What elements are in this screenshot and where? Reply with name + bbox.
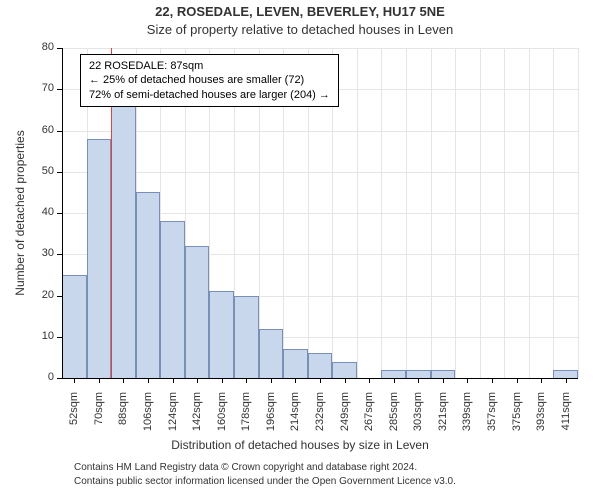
bar [381, 370, 406, 378]
x-tick-label: 339sqm [461, 392, 473, 442]
annotation-line: 72% of semi-detached houses are larger (… [89, 88, 330, 102]
gridline-vertical [431, 48, 432, 378]
x-tick-label: 411sqm [560, 392, 572, 442]
y-tick-label: 40 [24, 206, 54, 218]
x-tick-label: 232sqm [314, 392, 326, 442]
gridline-vertical [381, 48, 382, 378]
y-tick-label: 10 [24, 330, 54, 342]
gridline-vertical [529, 48, 530, 378]
x-axis-line [62, 378, 578, 379]
x-tick-label: 267sqm [363, 392, 375, 442]
x-tick-label: 375sqm [511, 392, 523, 442]
chart-title: 22, ROSEDALE, LEVEN, BEVERLEY, HU17 5NE [0, 4, 600, 19]
footer-line2: Contains public sector information licen… [74, 476, 456, 487]
x-tick-label: 142sqm [191, 392, 203, 442]
gridline-vertical [553, 48, 554, 378]
x-tick-label: 160sqm [216, 392, 228, 442]
bar [62, 275, 87, 378]
gridline-horizontal [62, 131, 578, 132]
y-tick-label: 0 [24, 371, 54, 383]
bar [185, 246, 210, 378]
y-tick-label: 50 [24, 165, 54, 177]
annotation-box: 22 ROSEDALE: 87sqm← 25% of detached hous… [80, 54, 339, 107]
x-tick-label: 285sqm [388, 392, 400, 442]
x-tick-label: 88sqm [117, 392, 129, 442]
gridline-vertical [504, 48, 505, 378]
x-tick-label: 321sqm [437, 392, 449, 442]
x-tick-label: 249sqm [339, 392, 351, 442]
x-tick-label: 303sqm [412, 392, 424, 442]
gridline-vertical [455, 48, 456, 378]
bar [234, 296, 259, 379]
bar [259, 329, 284, 379]
chart-subtitle: Size of property relative to detached ho… [0, 22, 600, 37]
x-tick-label: 124sqm [167, 392, 179, 442]
x-tick-label: 357sqm [486, 392, 498, 442]
bar [87, 139, 112, 378]
y-tick-label: 70 [24, 82, 54, 94]
x-tick-label: 196sqm [265, 392, 277, 442]
footer-line1: Contains HM Land Registry data © Crown c… [74, 462, 417, 473]
bar [111, 102, 136, 378]
bar [160, 221, 185, 378]
annotation-line: ← 25% of detached houses are smaller (72… [89, 73, 330, 87]
gridline-vertical [406, 48, 407, 378]
y-tick-label: 60 [24, 124, 54, 136]
bar [406, 370, 431, 378]
gridline-vertical [357, 48, 358, 378]
bar [136, 192, 161, 378]
x-tick-label: 214sqm [289, 392, 301, 442]
bar [209, 291, 234, 378]
bar [332, 362, 357, 379]
bar [431, 370, 456, 378]
x-tick-label: 106sqm [142, 392, 154, 442]
gridline-vertical [578, 48, 579, 378]
y-tick-label: 80 [24, 41, 54, 53]
bar [308, 353, 333, 378]
chart-container: 22, ROSEDALE, LEVEN, BEVERLEY, HU17 5NE … [0, 0, 600, 500]
annotation-line: 22 ROSEDALE: 87sqm [89, 59, 330, 73]
x-tick-label: 52sqm [68, 392, 80, 442]
gridline-horizontal [62, 48, 578, 49]
x-tick-label: 393sqm [535, 392, 547, 442]
y-tick-label: 30 [24, 247, 54, 259]
x-tick-label: 70sqm [93, 392, 105, 442]
bar [553, 370, 578, 378]
gridline-horizontal [62, 172, 578, 173]
bar [283, 349, 308, 378]
gridline-vertical [480, 48, 481, 378]
y-axis-line [62, 48, 63, 378]
x-tick-label: 178sqm [240, 392, 252, 442]
y-tick-label: 20 [24, 289, 54, 301]
